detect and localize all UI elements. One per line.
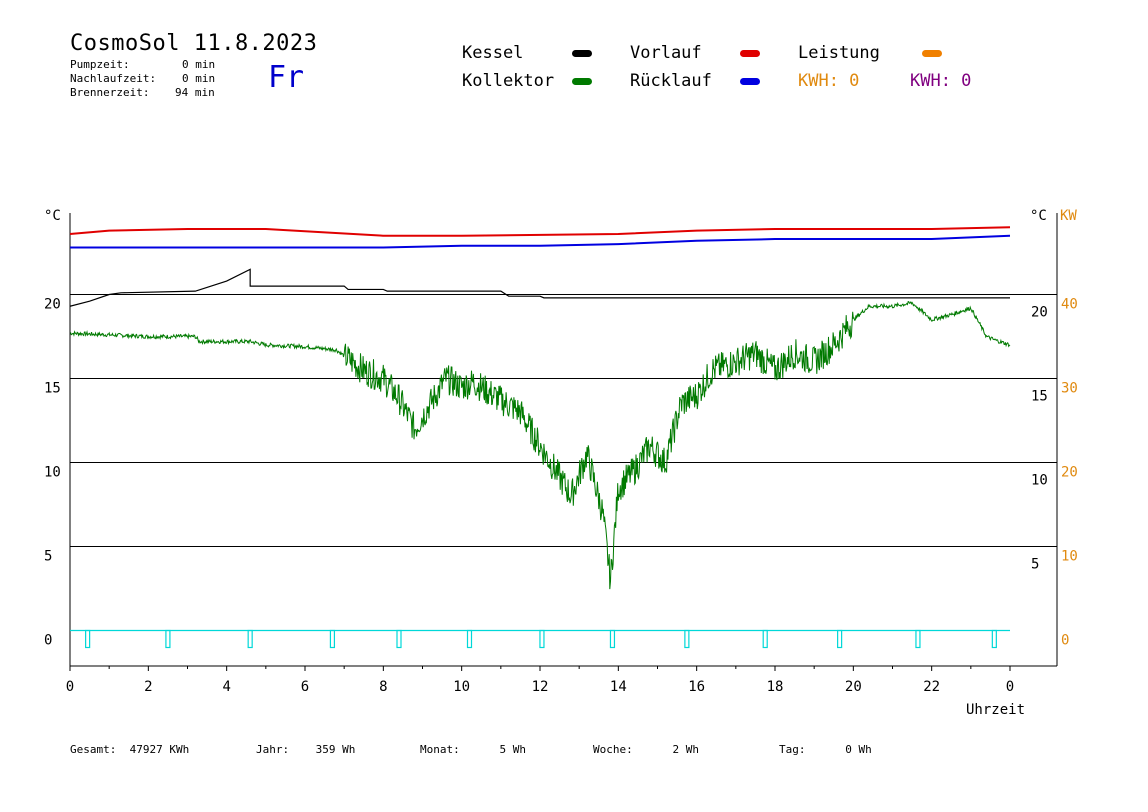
series-vorlauf bbox=[69, 226, 1011, 237]
leistung-pulse-11 bbox=[915, 629, 921, 649]
weekday-label: Fr bbox=[268, 60, 305, 95]
y-tick-right-temp-5: 5 bbox=[1031, 557, 1039, 573]
y-tick-left-20: 20 bbox=[44, 297, 61, 313]
leistung-pulse-4 bbox=[396, 629, 402, 649]
legend-kessel-swatch bbox=[572, 50, 592, 57]
legend-kollektor-swatch bbox=[572, 78, 592, 85]
y-tick-right-power-20: 20 bbox=[1061, 465, 1078, 481]
footer-gesamt: Gesamt: 47927 KWh bbox=[70, 743, 190, 756]
left-axis-unit: °C bbox=[44, 208, 61, 224]
y-tick-right-power-30: 30 bbox=[1061, 381, 1078, 397]
x-tick-label-7: 14 bbox=[610, 679, 627, 695]
y-tick-right-power-0: 0 bbox=[1061, 633, 1069, 649]
legend-vorlauf-label: Vorlauf bbox=[630, 43, 702, 63]
x-tick-label-2: 4 bbox=[222, 679, 230, 695]
footer-woche: Woche: 2 Wh bbox=[593, 743, 699, 756]
leistung-pulse-1 bbox=[165, 629, 171, 649]
x-tick-label-6: 12 bbox=[532, 679, 549, 695]
stat-nachlaufzeit-label: Nachlaufzeit: bbox=[70, 72, 157, 85]
footer-jahr: Jahr: 359 Wh bbox=[256, 743, 356, 756]
footer-monat: Monat: 5 Wh bbox=[420, 743, 526, 756]
page-title: CosmoSol 11.8.2023 bbox=[70, 31, 318, 56]
leistung-pulse-3 bbox=[329, 629, 336, 649]
leistung-pulse-8 bbox=[684, 629, 690, 649]
x-tick-label-1: 2 bbox=[144, 679, 152, 695]
x-tick-label-4: 8 bbox=[379, 679, 387, 695]
x-tick-label-0: 0 bbox=[66, 679, 74, 695]
right-axis-unit: °C bbox=[1030, 208, 1047, 224]
footer-tag: Tag: 0 Wh bbox=[779, 743, 872, 756]
leistung-pulse-5 bbox=[466, 629, 473, 649]
y-tick-right-temp-10: 10 bbox=[1031, 473, 1048, 489]
y-tick-right-power-40: 40 bbox=[1061, 297, 1078, 313]
series-rcklauf bbox=[70, 234, 1011, 249]
x-axis-label: Uhrzeit bbox=[966, 702, 1026, 718]
legend-kessel-label: Kessel bbox=[462, 43, 524, 63]
y-tick-left-15: 15 bbox=[44, 381, 61, 397]
kwh-orange-label: KWH: 0 bbox=[798, 71, 860, 91]
leistung-pulse-0 bbox=[85, 629, 91, 649]
x-tick-label-10: 20 bbox=[845, 679, 862, 695]
x-tick-label-5: 10 bbox=[453, 679, 470, 695]
leistung-pulse-7 bbox=[609, 629, 616, 649]
leistung-pulse-12 bbox=[991, 629, 997, 649]
series-kollektor bbox=[69, 300, 1011, 590]
legend-kollektor-label: Kollektor bbox=[462, 71, 555, 91]
x-tick-label-12: 0 bbox=[1006, 679, 1014, 695]
x-tick-label-11: 22 bbox=[923, 679, 940, 695]
series-kessel bbox=[69, 268, 1010, 307]
y-tick-right-temp-15: 15 bbox=[1031, 389, 1048, 405]
right-power-axis-unit: KW bbox=[1060, 208, 1077, 224]
x-tick-label-8: 16 bbox=[688, 679, 705, 695]
leistung-pulse-9 bbox=[762, 629, 768, 649]
y-tick-left-0: 0 bbox=[44, 633, 52, 649]
stat-pumpzeit-value: 0 min bbox=[182, 58, 216, 71]
leistung-pulse-10 bbox=[837, 629, 843, 649]
kwh-purple-label: KWH: 0 bbox=[910, 71, 972, 91]
stat-brennerzeit-value: 94 min bbox=[175, 86, 215, 99]
legend-ruecklauf-label: Rücklauf bbox=[630, 71, 712, 91]
y-tick-right-temp-20: 20 bbox=[1031, 305, 1048, 321]
y-tick-left-10: 10 bbox=[44, 465, 61, 481]
legend-leistung-label: Leistung bbox=[798, 43, 880, 63]
stat-pumpzeit-label: Pumpzeit: bbox=[70, 58, 130, 71]
leistung-pulse-6 bbox=[539, 629, 545, 649]
legend-leistung-swatch bbox=[922, 50, 942, 57]
x-tick-label-3: 6 bbox=[301, 679, 309, 695]
legend-vorlauf-swatch bbox=[740, 50, 760, 57]
y-tick-right-power-10: 10 bbox=[1061, 549, 1078, 565]
x-tick-label-9: 18 bbox=[767, 679, 784, 695]
legend-ruecklauf-swatch bbox=[740, 78, 760, 85]
y-tick-left-5: 5 bbox=[44, 549, 52, 565]
stat-brennerzeit-label: Brennerzeit: bbox=[70, 86, 150, 99]
stat-nachlaufzeit-value: 0 min bbox=[182, 72, 216, 85]
leistung-pulse-2 bbox=[247, 629, 253, 649]
